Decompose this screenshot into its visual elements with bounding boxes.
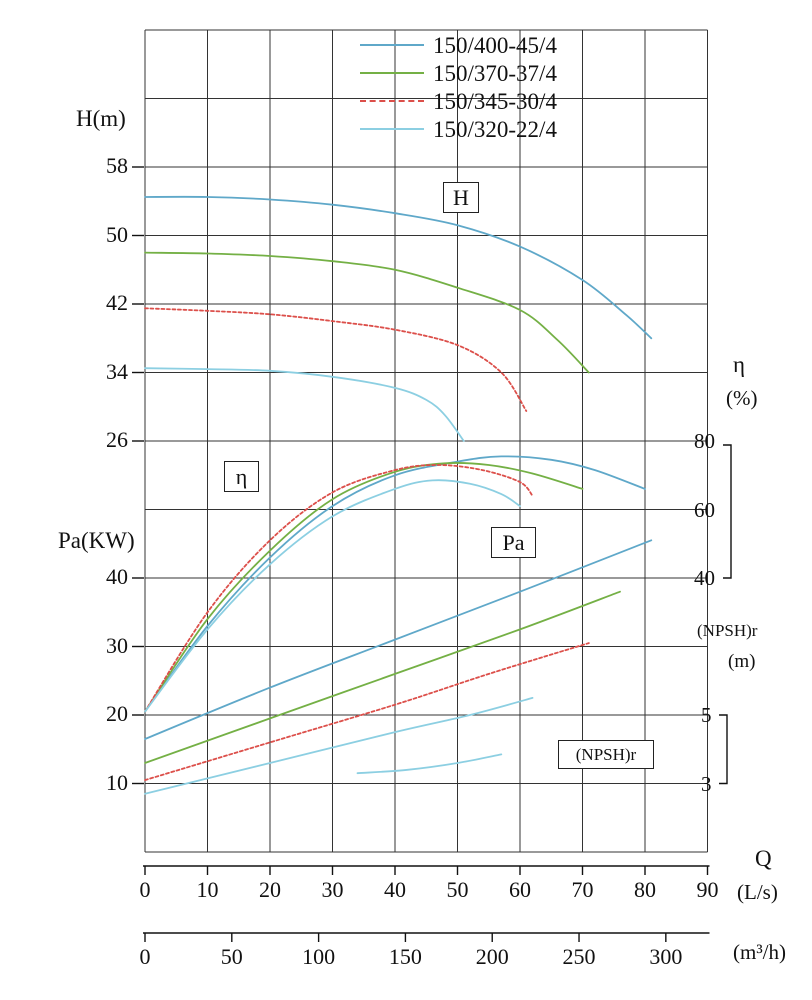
q-ls-tick: 0 bbox=[139, 877, 151, 902]
curve-H-150/345-30/4 bbox=[144, 307, 528, 412]
npsh-curves-box-label: (NPSH)r bbox=[558, 740, 654, 769]
q-m3h-tick: 250 bbox=[562, 944, 596, 969]
q-ls-tick: 80 bbox=[634, 877, 656, 902]
pa-axis-tick: 10 bbox=[106, 769, 128, 795]
curve-eta-150/345-30/4 bbox=[144, 464, 534, 713]
legend-item-label: 150/345-30/4 bbox=[433, 88, 557, 114]
q-m3h-tick: 0 bbox=[139, 944, 151, 969]
h-axis-tick: 34 bbox=[106, 358, 128, 384]
h-curves-box-label: H bbox=[443, 182, 479, 213]
q-ls-tick: 50 bbox=[446, 877, 469, 902]
curve-H-150/400-45/4 bbox=[144, 195, 653, 340]
h-axis-tick: 42 bbox=[106, 290, 128, 315]
pa-axis-tick: 30 bbox=[106, 632, 128, 658]
legend-line-sample bbox=[360, 72, 424, 74]
curve-Pa-150/400-45/4 bbox=[144, 539, 653, 740]
eta-axis-tick: 80 bbox=[694, 429, 715, 453]
eta-axis-unit: (%) bbox=[726, 386, 758, 410]
curve-eta-150/400-45/4 bbox=[144, 455, 646, 713]
legend-item: 150/370-37/4 bbox=[360, 59, 557, 87]
pa-axis-tick: 20 bbox=[106, 701, 128, 726]
curve-eta-150/320-22/4 bbox=[144, 479, 521, 713]
h-axis-title: H(m) bbox=[76, 106, 126, 131]
curve-eta-150/370-37/4 bbox=[144, 461, 584, 713]
grid bbox=[144, 29, 708, 853]
npsh-scale-bracket bbox=[719, 714, 728, 785]
legend-line-sample bbox=[360, 44, 424, 46]
h-axis-tick: 58 bbox=[106, 153, 128, 178]
legend: 150/400-45/4 150/370-37/4 150/345-30/4 150/… bbox=[360, 31, 557, 143]
curve-Pa-150/345-30/4 bbox=[144, 642, 590, 781]
h-axis-tick: 50 bbox=[106, 221, 128, 247]
curve-Pa-150/320-22/4 bbox=[144, 697, 534, 795]
q-ls-tick: 10 bbox=[196, 877, 219, 902]
pa-axis-tick: 40 bbox=[106, 564, 128, 589]
eta-axis-tick: 60 bbox=[694, 497, 715, 522]
curve-H-150/320-22/4 bbox=[144, 367, 465, 442]
curves bbox=[144, 195, 653, 795]
npsh-axis-unit: (m) bbox=[728, 651, 756, 672]
q-ls-tick: 60 bbox=[509, 877, 531, 902]
legend-item-label: 150/320-22/4 bbox=[433, 116, 557, 142]
eta-axis-tick: 40 bbox=[694, 566, 715, 590]
eta-scale-bracket bbox=[723, 444, 732, 579]
q-axis-unit-m3h: (m³/h) bbox=[733, 940, 786, 964]
pa-curves-box-label: Pa bbox=[491, 527, 536, 558]
pa-axis-title: Pa(KW) bbox=[58, 528, 135, 553]
q-ls-tick: 30 bbox=[321, 877, 344, 902]
q-m3h-tick: 100 bbox=[302, 944, 336, 969]
curve-H-150/370-37/4 bbox=[144, 251, 590, 374]
q-ls-tick: 90 bbox=[696, 877, 719, 902]
curve-Pa-150/370-37/4 bbox=[144, 590, 621, 764]
q-m3h-tick: 300 bbox=[649, 944, 683, 969]
npsh-axis-tick: 5 bbox=[701, 703, 712, 727]
q-axis-title: Q bbox=[755, 846, 772, 871]
h-axis-tick: 26 bbox=[106, 427, 128, 452]
eta-axis-title: η bbox=[733, 352, 746, 377]
npsh-axis-title: (NPSH)r bbox=[697, 621, 758, 640]
q-ls-tick: 20 bbox=[259, 877, 281, 902]
legend-item: 150/345-30/4 bbox=[360, 87, 557, 115]
legend-item-label: 150/400-45/4 bbox=[433, 32, 557, 58]
legend-line-sample bbox=[360, 100, 424, 102]
q-ls-tick: 40 bbox=[384, 877, 406, 902]
axis-ticks bbox=[132, 166, 732, 942]
legend-item: 150/400-45/4 bbox=[360, 31, 557, 59]
q-axis-unit-ls: (L/s) bbox=[737, 880, 778, 904]
legend-item: 150/320-22/4 bbox=[360, 115, 557, 143]
q-ls-tick: 70 bbox=[571, 877, 594, 902]
q-m3h-tick: 200 bbox=[475, 944, 509, 969]
curve-NPSH-(NPSH)r bbox=[356, 753, 503, 775]
npsh-axis-tick: 3 bbox=[701, 771, 712, 796]
legend-item-label: 150/370-37/4 bbox=[433, 60, 557, 86]
q-m3h-tick: 150 bbox=[388, 944, 422, 969]
legend-line-sample bbox=[360, 128, 424, 130]
eta-curves-box-label: η bbox=[224, 461, 259, 492]
q-m3h-tick: 50 bbox=[220, 944, 243, 969]
